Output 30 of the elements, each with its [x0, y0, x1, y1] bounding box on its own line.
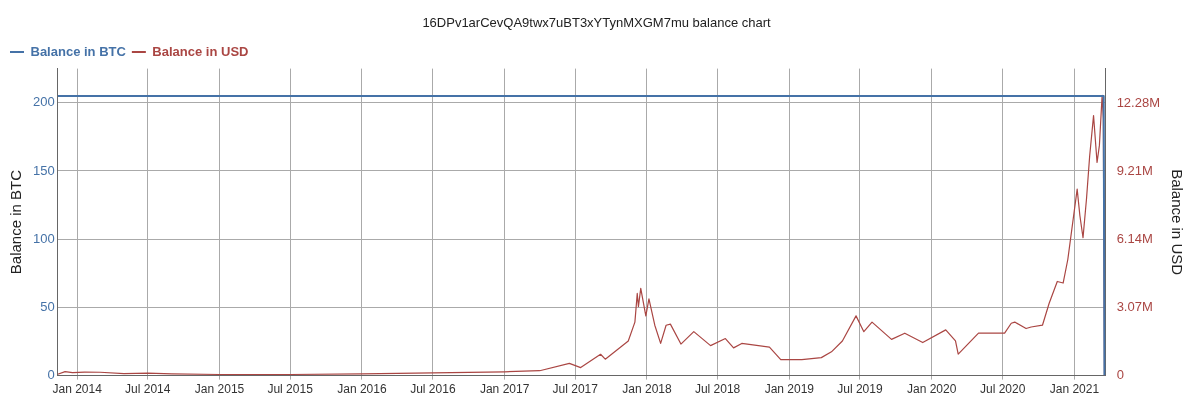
- y2-tick-label: 12.28M: [1116, 94, 1161, 110]
- y2-tick-label: 0: [1116, 367, 1124, 383]
- x-tick-label: Jul 2020: [979, 382, 1026, 397]
- y-axis-title: Balance in BTC: [7, 169, 25, 275]
- x-tick-label: Jan 2020: [907, 382, 957, 397]
- y-tick-label: 50: [40, 298, 55, 314]
- x-tick-label: Jul 2017: [552, 382, 599, 397]
- x-tick-label: Jan 2014: [52, 382, 103, 397]
- y2-tick-label: 3.07M: [1116, 299, 1153, 315]
- x-tick-label: Jul 2015: [267, 382, 314, 397]
- y2-tick-label: 9.21M: [1116, 162, 1153, 178]
- x-tick-label: Jan 2016: [337, 382, 387, 397]
- x-tick-label: Jan 2019: [764, 382, 815, 397]
- y-tick-label: 200: [32, 94, 55, 110]
- chart-title: 16DPv1arCevQA9twx7uBT3xYTynMXGM7mu balance chart: [422, 15, 772, 31]
- x-tick-label: Jan 2015: [194, 382, 245, 397]
- y2-axis-title: Balance in USD: [1168, 169, 1186, 276]
- y-tick-label: 100: [32, 230, 55, 246]
- x-tick-label: Jan 2018: [622, 382, 672, 397]
- y-tick-label: 150: [32, 162, 55, 178]
- y2-tick-label: 6.14M: [1116, 230, 1153, 246]
- x-tick-label: Jul 2018: [694, 382, 741, 397]
- legend-label: Balance in USD: [152, 43, 249, 59]
- y-tick-label: 0: [47, 367, 55, 383]
- x-tick-label: Jan 2017: [479, 382, 530, 397]
- x-tick-label: Jul 2019: [837, 382, 883, 397]
- x-tick-label: Jan 2021: [1049, 382, 1100, 397]
- legend-label: Balance in BTC: [30, 43, 127, 59]
- x-tick-label: Jul 2016: [410, 382, 456, 397]
- x-tick-label: Jul 2014: [125, 382, 171, 397]
